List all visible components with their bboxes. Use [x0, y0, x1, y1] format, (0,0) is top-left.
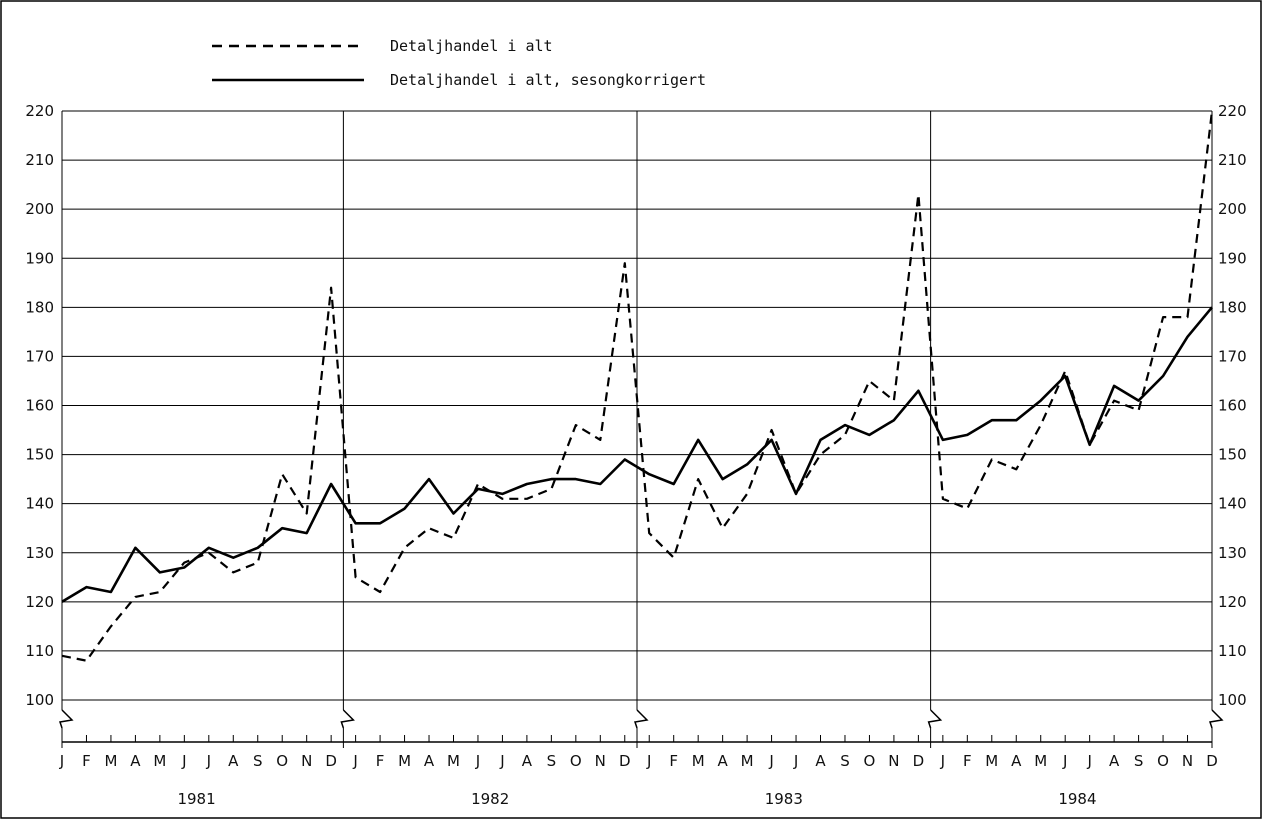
y-tick-label-right: 140: [1218, 495, 1247, 513]
x-tick-label: D: [1206, 752, 1218, 770]
x-tick-label: M: [1034, 752, 1047, 770]
y-tick-label-left: 120: [25, 593, 54, 611]
x-tick-label: O: [570, 752, 582, 770]
x-tick-label: S: [253, 752, 263, 770]
x-tick-label: A: [1011, 752, 1022, 770]
x-tick-label: M: [104, 752, 117, 770]
y-tick-label-right: 100: [1218, 691, 1247, 709]
legend: Detaljhandel i alt Detaljhandel i alt, se…: [212, 37, 706, 89]
y-tick-label-left: 220: [25, 102, 54, 120]
x-tick-label: N: [888, 752, 899, 770]
x-tick-label: N: [301, 752, 312, 770]
x-tick-label: M: [692, 752, 705, 770]
year-label: 1982: [471, 790, 509, 808]
axis-break-icon: [340, 709, 355, 729]
year-label: 1984: [1058, 790, 1096, 808]
y-tick-label-left: 170: [25, 347, 54, 365]
y-tick-label-left: 190: [25, 249, 54, 267]
x-tick-label: S: [547, 752, 557, 770]
y-tick-label-left: 210: [25, 151, 54, 169]
x-tick-label: O: [1157, 752, 1169, 770]
x-tick-label: J: [940, 752, 945, 770]
x-tick-label: M: [985, 752, 998, 770]
x-tick-label: D: [913, 752, 925, 770]
y-tick-label-left: 160: [25, 397, 54, 415]
x-tick-label: M: [153, 752, 166, 770]
axis-break-icon: [1209, 709, 1224, 729]
x-tick-label: A: [130, 752, 141, 770]
x-tick-label: J: [1062, 752, 1067, 770]
x-tick-label: J: [206, 752, 211, 770]
x-tick-label: J: [499, 752, 504, 770]
y-tick-label-right: 200: [1218, 200, 1247, 218]
series-line-solid: [61, 306, 1214, 603]
axis-break-icon: [59, 709, 74, 729]
x-tick-label: D: [619, 752, 631, 770]
x-tick-label: F: [376, 752, 385, 770]
y-tick-label-right: 150: [1218, 446, 1247, 464]
x-tick-label: J: [181, 752, 186, 770]
y-tick-label-right: 180: [1218, 298, 1247, 316]
x-tick-label: A: [815, 752, 826, 770]
y-tick-label-right: 170: [1218, 347, 1247, 365]
y-tick-label-right: 110: [1218, 642, 1247, 660]
x-tick-label: A: [718, 752, 729, 770]
x-tick-label: J: [352, 752, 357, 770]
y-tick-label-right: 120: [1218, 593, 1247, 611]
x-tick-label: M: [398, 752, 411, 770]
x-tick-label: N: [1182, 752, 1193, 770]
y-tick-label-left: 150: [25, 446, 54, 464]
year-label: 1983: [765, 790, 803, 808]
x-tick-label: J: [475, 752, 480, 770]
x-tick-label: A: [424, 752, 435, 770]
x-tick-label: F: [963, 752, 972, 770]
x-tick-label: A: [228, 752, 239, 770]
axis-break-icon: [634, 709, 649, 729]
series-line-dashed: [61, 110, 1214, 662]
x-tick-label: J: [793, 752, 798, 770]
x-tick-label: D: [325, 752, 337, 770]
x-tick-label: F: [669, 752, 678, 770]
y-tick-label-right: 190: [1218, 249, 1247, 267]
axis-break-icon: [927, 709, 943, 729]
y-tick-label-left: 140: [25, 495, 54, 513]
y-tick-label-left: 100: [25, 691, 54, 709]
x-tick-label: F: [82, 752, 91, 770]
x-tick-label: O: [276, 752, 288, 770]
y-tick-label-left: 200: [25, 200, 54, 218]
x-tick-label: S: [840, 752, 850, 770]
axes: [59, 709, 1224, 743]
y-tick-label-right: 210: [1218, 151, 1247, 169]
y-tick-label-right: 130: [1218, 544, 1247, 562]
y-tick-label-left: 130: [25, 544, 54, 562]
x-tick-label: S: [1134, 752, 1144, 770]
x-tick-label: O: [864, 752, 876, 770]
y-tick-label-right: 220: [1218, 102, 1247, 120]
x-tick-label: A: [522, 752, 533, 770]
x-tick-label: N: [595, 752, 606, 770]
x-tick-label: J: [646, 752, 651, 770]
y-tick-label-left: 180: [25, 298, 54, 316]
grid: [61, 110, 1213, 748]
x-tick-label: M: [447, 752, 460, 770]
x-tick-label: J: [59, 752, 64, 770]
legend-label: Detaljhandel i alt: [390, 37, 553, 55]
y-tick-label-right: 160: [1218, 397, 1247, 415]
x-tick-label: A: [1109, 752, 1120, 770]
legend-label: Detaljhandel i alt, sesongkorrigert: [390, 71, 706, 89]
x-tick-label: J: [1086, 752, 1091, 770]
year-label: 1981: [177, 790, 215, 808]
y-tick-label-left: 110: [25, 642, 54, 660]
x-tick-label: J: [768, 752, 773, 770]
x-tick-label: M: [741, 752, 754, 770]
series-group: [61, 110, 1214, 662]
